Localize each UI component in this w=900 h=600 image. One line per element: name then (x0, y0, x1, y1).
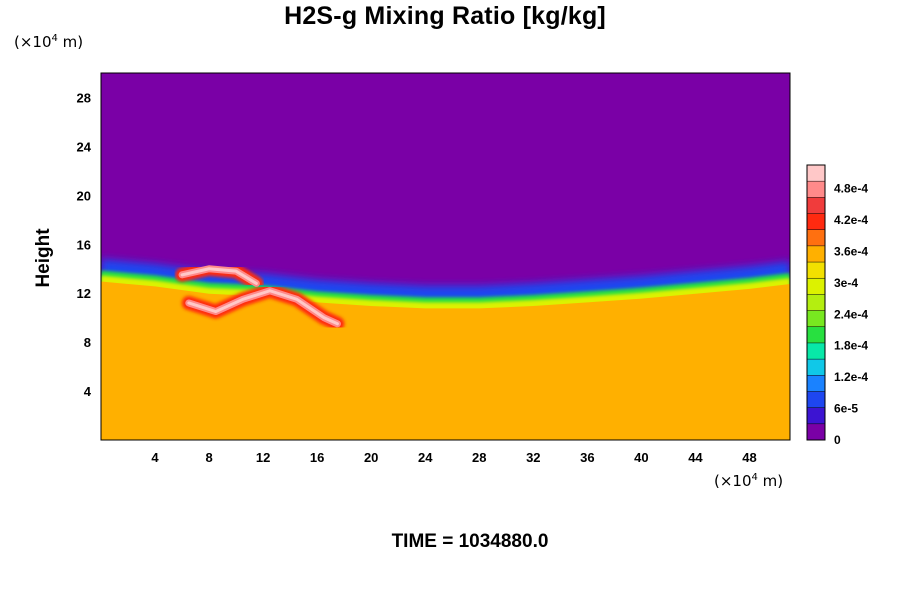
colorbar-swatch (807, 423, 825, 440)
colorbar-swatch (807, 262, 825, 279)
y-tick-label: 24 (77, 139, 92, 154)
colorbar-tick-label: 4.8e-4 (834, 182, 868, 196)
colorbar-tick-label: 1.8e-4 (834, 339, 868, 353)
colorbar-swatch (807, 213, 825, 230)
x-tick-label: 36 (580, 450, 594, 465)
y-tick-label: 8 (84, 335, 91, 350)
y-tick-label: 12 (77, 286, 91, 301)
x-ticks: 4 8 12 16 20 24 28 32 36 40 44 48 (151, 450, 756, 465)
colorbar-swatch (807, 245, 825, 263)
x-unit-text: (×10 (714, 472, 752, 490)
y-tick-label: 20 (77, 188, 91, 203)
x-tick-label: 8 (205, 450, 212, 465)
colorbar-swatch (807, 310, 825, 327)
colorbar-tick-label: 3.6e-4 (834, 244, 868, 258)
colorbar-swatch (807, 197, 825, 214)
x-tick-label: 12 (256, 450, 270, 465)
colorbar-swatch (807, 375, 825, 392)
x-tick-label: 32 (526, 450, 540, 465)
lower-layer (101, 281, 790, 440)
x-tick-label: 44 (688, 450, 703, 465)
chart-title: H2S-g Mixing Ratio [kg/kg] (284, 2, 606, 30)
colorbar-swatch (807, 342, 825, 360)
colorbar-tick-label: 6e-5 (834, 402, 858, 416)
heatmap-field (101, 73, 790, 440)
colorbar-tick-label: 3e-4 (834, 276, 858, 290)
y-unit-text: (×10 (14, 33, 52, 51)
y-tick-label: 4 (84, 384, 92, 399)
y-tick-label: 28 (77, 90, 91, 105)
y-ticks: 4 8 12 16 20 24 28 (77, 90, 92, 399)
colorbar-swatch (807, 359, 825, 376)
plot-frame (100, 72, 791, 441)
x-tick-label: 24 (418, 450, 433, 465)
colorbar-tick-label: 0 (834, 433, 841, 447)
x-tick-label: 20 (364, 450, 378, 465)
x-tick-label: 48 (742, 450, 756, 465)
colorbar-swatch (807, 407, 825, 424)
colorbar-swatch (807, 181, 825, 198)
colorbar-tick-label: 4.2e-4 (834, 213, 868, 227)
y-tick-label: 16 (77, 237, 91, 252)
colorbar-frame (806, 164, 826, 441)
x-axis-unit: (×104 m) (714, 472, 783, 490)
plume-core (180, 267, 258, 285)
x-tick-label: 28 (472, 450, 486, 465)
y-axis-unit: (×104 m) (14, 33, 83, 51)
x-unit-exponent: 4 (751, 472, 758, 483)
colorbar: 0 6e-5 1.2e-4 1.8e-4 2.4e-4 3e-4 3.6e-4 4.2e-4 4… (806, 164, 868, 447)
colorbar-swatch (807, 294, 825, 311)
colorbar-swatch (807, 391, 825, 408)
colorbar-swatch (807, 278, 825, 295)
y-unit-exponent: 4 (51, 33, 58, 44)
x-tick-label: 40 (634, 450, 648, 465)
colorbar-tick-label: 1.2e-4 (834, 370, 868, 384)
colorbar-swatch (807, 326, 825, 343)
x-tick-label: 16 (310, 450, 324, 465)
plume-core (187, 289, 339, 326)
x-tick-label: 4 (151, 450, 159, 465)
colorbar-swatch (807, 165, 825, 182)
colorbar-swatch (807, 229, 825, 246)
y-unit-suffix: m) (57, 33, 84, 51)
x-unit-suffix: m) (757, 472, 784, 490)
time-label: TIME = 1034880.0 (391, 531, 549, 552)
colorbar-tick-label: 2.4e-4 (834, 307, 868, 321)
